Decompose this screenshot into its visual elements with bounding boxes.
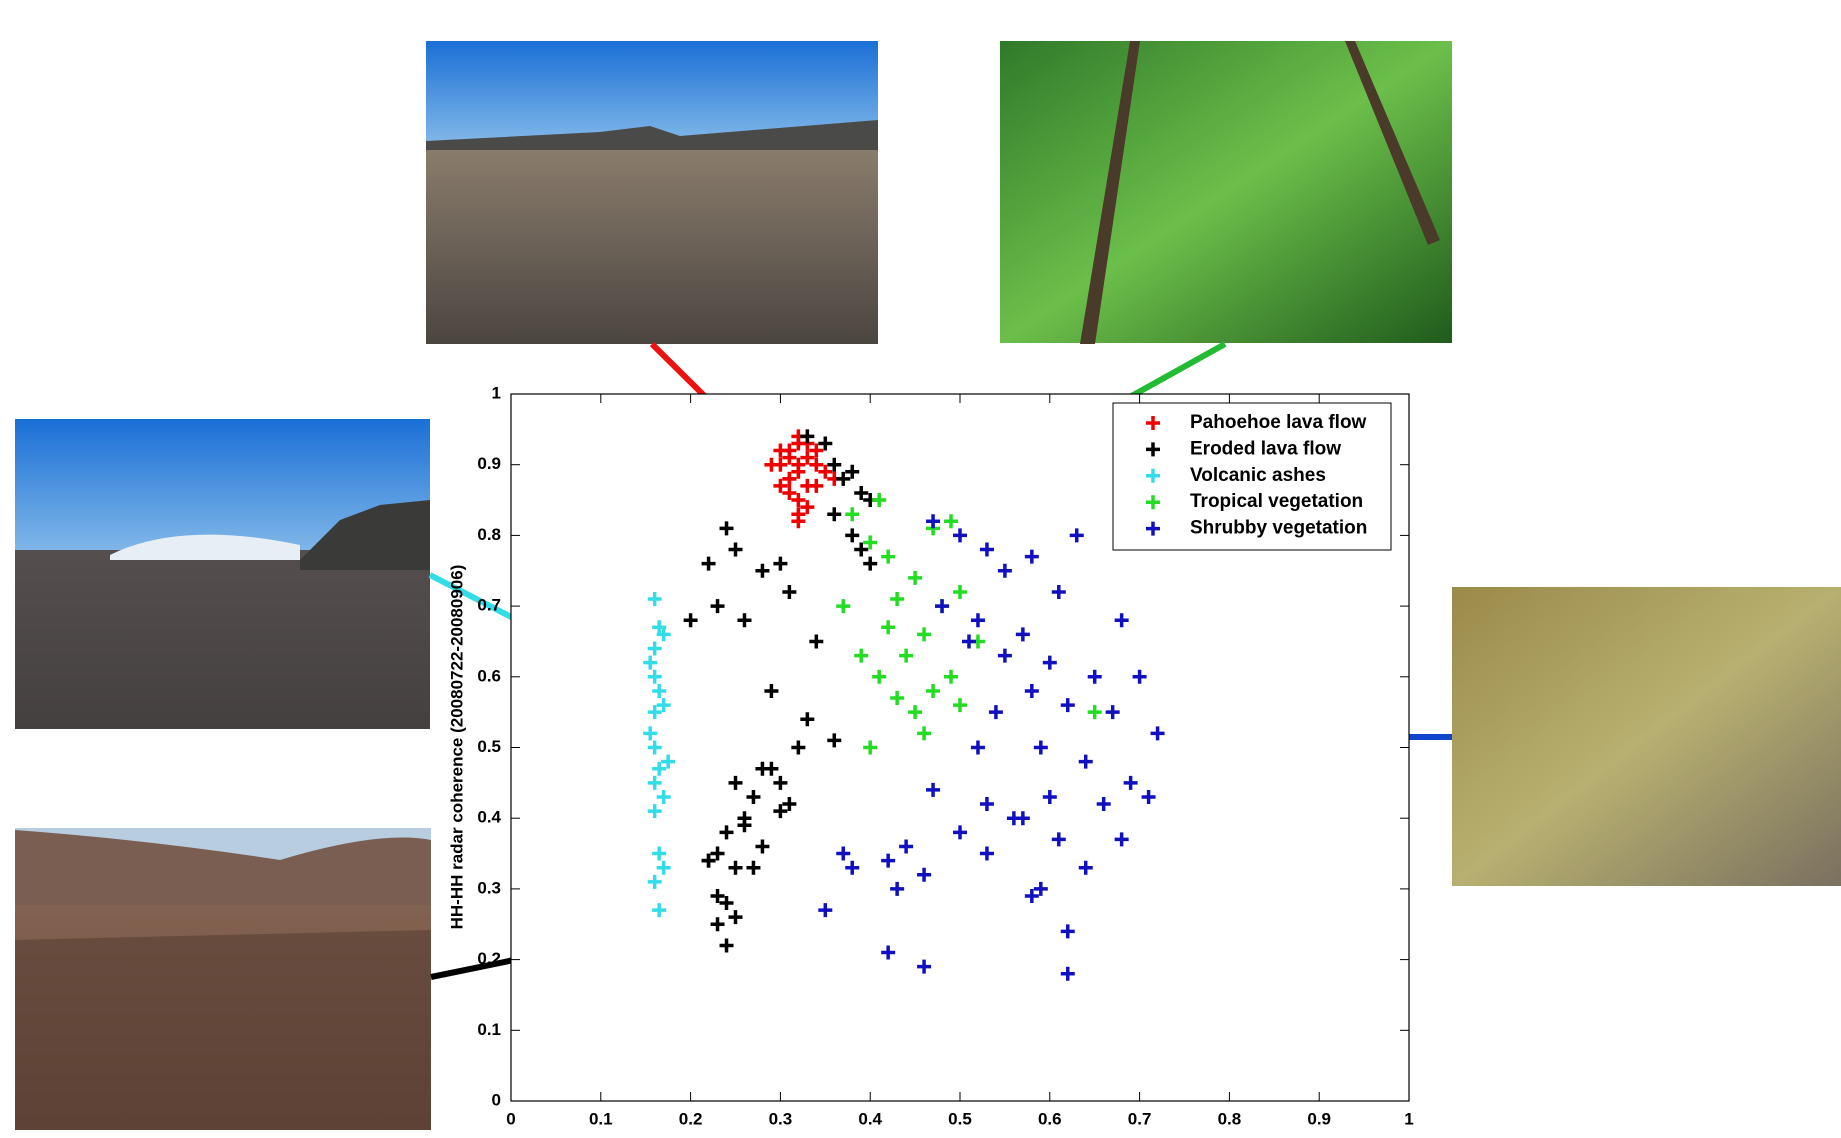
legend-label: Shrubby vegetation	[1190, 518, 1367, 539]
legend-label: Pahoehoe lava flow	[1190, 412, 1367, 433]
photo-eroded	[15, 828, 431, 1130]
photo-ashes	[15, 419, 430, 729]
y-tick-label: 0.4	[477, 808, 501, 827]
x-tick-label: 0.2	[679, 1109, 703, 1128]
y-tick-label: 0.7	[477, 596, 501, 615]
x-tick-label: 0.1	[589, 1109, 613, 1128]
legend-label: Tropical vegetation	[1190, 491, 1363, 512]
x-tick-label: 1	[1404, 1109, 1413, 1128]
y-tick-label: 0.8	[477, 525, 501, 544]
y-axis-title: HH-HH radar coherence (20080722-20080906…	[447, 565, 466, 930]
x-tick-label: 0.8	[1218, 1109, 1242, 1128]
x-tick-label: 0.7	[1128, 1109, 1152, 1128]
x-tick-label: 0.6	[1038, 1109, 1062, 1128]
y-tick-label: 0.2	[477, 949, 501, 968]
figure: HH-HH radar coherence (20080722-20080906…	[0, 0, 1841, 1138]
y-tick-label: 0.3	[477, 878, 501, 897]
x-tick-label: 0.9	[1307, 1109, 1331, 1128]
y-tick-label: 0.5	[477, 737, 501, 756]
y-tick-label: 1	[492, 383, 501, 402]
x-tick-label: 0.3	[769, 1109, 793, 1128]
y-tick-label: 0.6	[477, 666, 501, 685]
x-tick-label: 0	[506, 1109, 515, 1128]
legend-label: Volcanic ashes	[1190, 465, 1326, 486]
photo-pahoehoe	[426, 41, 878, 344]
x-tick-label: 0.5	[948, 1109, 972, 1128]
page: HH-HH radar coherence (20080722-20080906…	[0, 0, 1841, 1138]
legend-label: Eroded lava flow	[1190, 438, 1341, 459]
x-tick-label: 0.4	[858, 1109, 882, 1128]
y-tick-label: 0	[492, 1090, 501, 1109]
photo-forest	[1000, 41, 1452, 344]
photo-shrubs	[1452, 587, 1841, 886]
y-tick-label: 0.9	[477, 454, 501, 473]
y-tick-label: 0.1	[477, 1020, 501, 1039]
